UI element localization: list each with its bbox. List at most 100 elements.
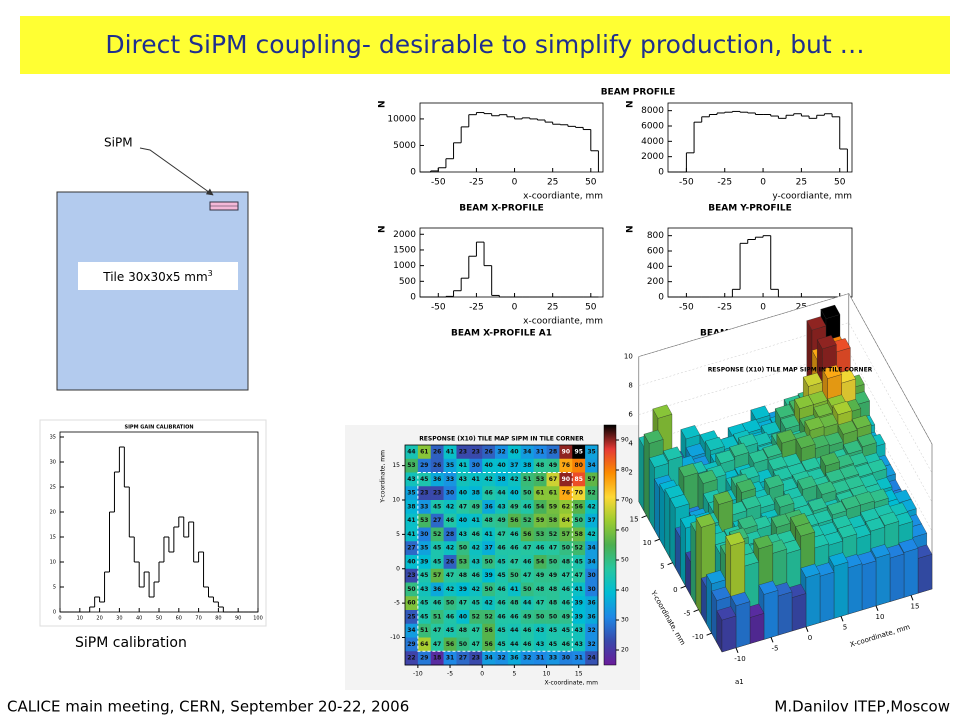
bar-top [685, 443, 706, 458]
cell-label: 44 [407, 448, 415, 455]
cell [405, 568, 419, 583]
bar-top [748, 449, 769, 464]
cell [417, 527, 432, 542]
step-risers [445, 242, 500, 297]
cell [456, 651, 470, 666]
x-tick-label: 5 [843, 623, 847, 631]
cell [572, 610, 586, 625]
cell [507, 651, 522, 666]
x-tick [910, 595, 914, 601]
tile-label: Tile 30x30x5 mm3 [102, 269, 213, 284]
cell [533, 513, 547, 528]
cell [585, 623, 599, 638]
cell [405, 651, 419, 666]
cell-label: 48 [549, 586, 557, 593]
cell-label: 46 [562, 600, 570, 607]
cell-label: 49 [536, 572, 544, 579]
tile-label-text: Tile 30x30x5 mm [102, 270, 207, 284]
beam-profile-title: BEAM PROFILE [601, 88, 676, 98]
cell-label: 47 [523, 545, 531, 552]
x-tick-label: 25 [547, 303, 558, 313]
cell [405, 500, 419, 515]
cell-label: 50 [549, 613, 557, 620]
cell-label: 33 [549, 655, 557, 662]
cell-label: 64 [420, 641, 428, 648]
bar-top [762, 443, 783, 458]
cell-label: 33 [420, 503, 428, 510]
cell-label: 40 [459, 613, 467, 620]
cell-label: 45 [562, 627, 570, 634]
cell-label: 22 [407, 655, 415, 662]
cell-label: 39 [459, 586, 467, 593]
cell-label: 56 [484, 627, 492, 634]
heatmap: 44 61 26 41 23 23 26 32 40 34 31 28 90 95 35 53 29 26 35 41… [380, 424, 629, 687]
cell [443, 568, 457, 583]
y-tick-label: 20 [50, 510, 56, 516]
cell [572, 555, 586, 570]
cell-label: 46 [536, 545, 544, 552]
cell-label: 31 [536, 448, 544, 455]
bar-top [806, 316, 827, 331]
bar-top [652, 404, 673, 419]
cell [559, 568, 573, 583]
x-tick-label: 0 [808, 634, 812, 642]
x-tick-label: 0 [512, 303, 518, 313]
cell [469, 458, 483, 473]
cell [430, 610, 444, 625]
cell-label: 50 [459, 641, 467, 648]
chart-title: BEAM Y-PROFILE [708, 204, 792, 214]
y-tick-label: 0 [410, 293, 416, 303]
cell-label: 29 [420, 655, 428, 662]
bar-top [774, 493, 795, 508]
tile-label-sup: 3 [208, 269, 213, 278]
cell-label: 41 [407, 517, 415, 524]
bar-top [828, 552, 849, 567]
cell [469, 651, 483, 666]
cell [520, 651, 534, 666]
cell-label: 46 [484, 490, 492, 497]
plot-frame [419, 102, 604, 173]
z-tick-label: 0 [628, 498, 632, 506]
bar-top [804, 416, 825, 431]
cell-label: 39 [484, 572, 492, 579]
bar-top [826, 501, 847, 516]
cell [585, 582, 599, 597]
cell [533, 458, 547, 473]
cell [482, 610, 496, 625]
cell [585, 472, 599, 487]
cell [469, 541, 483, 556]
color-tick-label: 40 [621, 587, 629, 594]
step-risers [731, 235, 779, 297]
z-tick-label: 8 [628, 382, 632, 390]
bar-left [680, 518, 686, 587]
cell [456, 527, 470, 542]
cell-label: 41 [510, 586, 518, 593]
cell-label: 39 [575, 613, 583, 620]
bar-top [760, 421, 781, 436]
cell [417, 445, 432, 460]
cell-label: 41 [407, 531, 415, 538]
y-tick-label: 500 [399, 277, 416, 287]
cell-label: 46 [510, 613, 518, 620]
y-tick-label: 10 [643, 539, 652, 547]
cell [430, 458, 444, 473]
cell-label: 27 [459, 655, 467, 662]
cell-label: 54 [536, 503, 544, 510]
y-tick-label: -5 [684, 610, 691, 618]
cell-label: 47 [446, 572, 454, 579]
cell-label: 61 [420, 448, 428, 455]
cell [405, 596, 419, 611]
cell-label: 35 [446, 462, 454, 469]
cell [469, 555, 483, 570]
cell-label: 61 [549, 490, 557, 497]
cell-label: 36 [510, 655, 518, 662]
bar-front [777, 591, 793, 636]
y-tick-label: 10 [392, 497, 400, 504]
cell-label: 49 [510, 503, 518, 510]
cell [405, 541, 419, 556]
cell [572, 596, 586, 611]
x-tick-label: -5 [447, 671, 453, 678]
bar-top [820, 304, 841, 319]
cell-label: 44 [510, 627, 518, 634]
cell-label: 45 [497, 627, 505, 634]
